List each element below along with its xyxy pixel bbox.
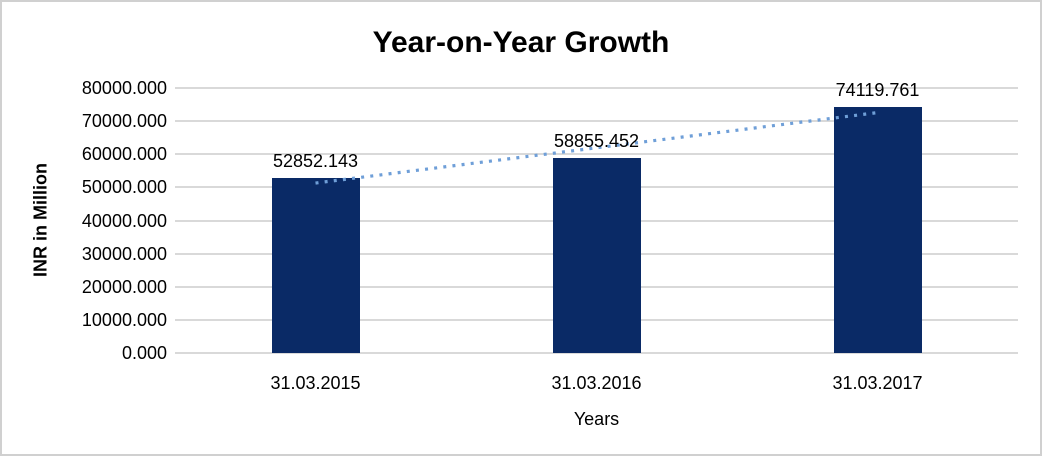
x-axis-title: Years bbox=[573, 409, 620, 429]
y-axis-tick-label: 0.000 bbox=[121, 343, 167, 363]
x-axis-tick-label: 31.03.2017 bbox=[832, 373, 923, 393]
y-axis-tick-label: 50000.000 bbox=[81, 177, 167, 198]
bar-31.03.2015 bbox=[271, 177, 360, 353]
y-axis-tick-label: 10000.000 bbox=[81, 309, 167, 330]
data-label: 58855.452 bbox=[553, 131, 640, 152]
y-axis-tick-label: 20000.000 bbox=[81, 276, 167, 297]
y-axis-tick-label: 40000.000 bbox=[81, 210, 167, 231]
gridline bbox=[175, 120, 1018, 123]
data-label: 74119.761 bbox=[835, 80, 920, 101]
x-axis-tick-label: 31.03.2015 bbox=[270, 373, 361, 393]
y-axis-tick-label: 80000.000 bbox=[81, 78, 167, 98]
x-axis-tick-label: 31.03.2016 bbox=[551, 373, 642, 393]
chart-title: Year-on-Year Growth bbox=[372, 26, 670, 59]
gridline bbox=[175, 153, 1018, 156]
y-axis-tick-label: 70000.000 bbox=[81, 111, 167, 132]
y-axis-tick-label: 30000.000 bbox=[81, 243, 167, 264]
gridline bbox=[175, 87, 1018, 89]
bar-31.03.2017 bbox=[833, 107, 922, 353]
bar-31.03.2016 bbox=[552, 158, 641, 353]
data-label: 52852.143 bbox=[272, 150, 359, 171]
y-axis-tick-label: 60000.000 bbox=[81, 144, 167, 165]
gridline bbox=[175, 352, 1018, 354]
